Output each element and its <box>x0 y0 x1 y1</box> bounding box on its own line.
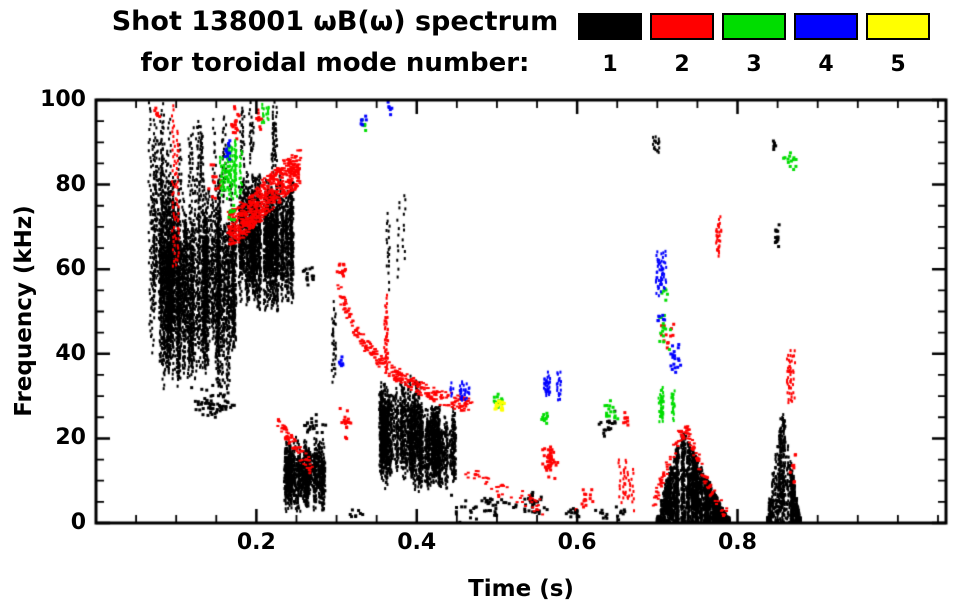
x-tick-label-0.4: 0.4 <box>397 530 437 555</box>
legend-mode-number-4: 4 <box>818 52 834 77</box>
y-tick-label-80: 80 <box>55 171 86 197</box>
y-tick-label-100: 100 <box>40 87 86 112</box>
legend-mode-number-3: 3 <box>746 52 762 77</box>
y-axis-label: Frequency (kHz) <box>11 205 37 417</box>
legend-swatch-mode-1 <box>578 13 642 40</box>
chart-subtitle: for toroidal mode number: <box>140 48 530 78</box>
y-tick-label-40: 40 <box>55 340 86 366</box>
legend-swatches <box>578 13 938 40</box>
x-tick-label-0.8: 0.8 <box>718 530 757 555</box>
x-tick-label-0.2: 0.2 <box>236 530 276 555</box>
legend-swatch-mode-3 <box>722 13 786 40</box>
x-tick-label-0.6: 0.6 <box>557 530 597 555</box>
legend-swatch-mode-5 <box>866 13 930 40</box>
chart-title: Shot 138001 ωB(ω) spectrum <box>111 6 559 37</box>
y-tick-label-20: 20 <box>55 425 86 451</box>
x-axis-label: Time (s) <box>468 576 574 602</box>
y-tick-label-0: 0 <box>70 510 86 535</box>
legend-mode-number-2: 2 <box>674 52 690 77</box>
legend-mode-number-1: 1 <box>602 52 618 77</box>
legend-mode-numbers: 1 2 3 4 5 <box>578 52 938 77</box>
legend-swatch-mode-2 <box>650 13 714 40</box>
legend-mode-number-5: 5 <box>890 52 906 77</box>
legend-swatch-mode-4 <box>794 13 858 40</box>
y-tick-label-60: 60 <box>55 256 86 282</box>
